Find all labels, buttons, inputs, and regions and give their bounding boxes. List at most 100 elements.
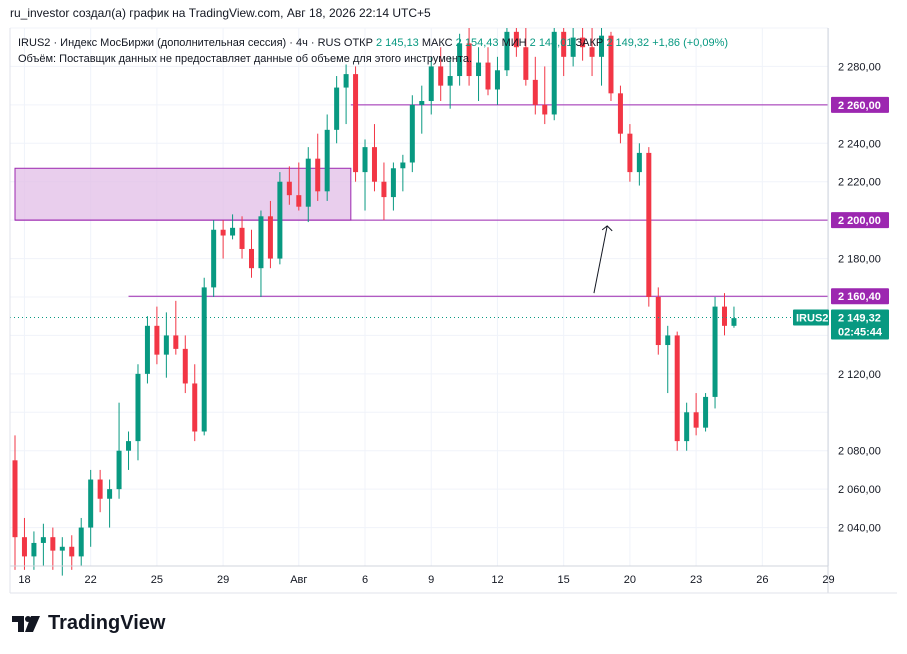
candle-body — [343, 74, 349, 88]
candle-body — [144, 325, 150, 374]
candle — [627, 124, 633, 182]
candle-body — [88, 479, 94, 528]
candle — [21, 517, 27, 570]
price-chart[interactable]: 2 280,00 2 240,00 2 220,00 2 180,00 2 120,00… — [0, 0, 907, 600]
tradingview-logo-text: TradingView — [48, 612, 166, 634]
arrow-head — [601, 225, 613, 232]
y-tick-label: 2 240,00 — [838, 138, 881, 150]
candle — [447, 56, 453, 109]
candle — [655, 287, 661, 355]
candle-body — [409, 104, 415, 163]
candle — [267, 200, 273, 269]
candle — [353, 66, 359, 182]
candle — [343, 64, 349, 125]
candle-body — [599, 35, 605, 57]
candle — [428, 56, 434, 115]
candle-body — [674, 335, 680, 442]
grid — [10, 27, 830, 567]
legend-high-value: 2 154,43 — [455, 37, 499, 49]
candle — [608, 31, 614, 102]
candle — [88, 469, 94, 547]
tradingview-logo-icon — [12, 615, 40, 632]
candle-body — [532, 79, 538, 105]
candle — [400, 154, 406, 192]
candle-body — [97, 479, 103, 499]
candle — [258, 210, 264, 297]
y-tick-label: 2 040,00 — [838, 523, 881, 535]
y-tick-label: 2 120,00 — [838, 369, 881, 381]
candle-body — [277, 181, 283, 259]
candle-body — [334, 87, 340, 130]
x-tick-label: 15 — [558, 574, 570, 586]
y-tick-label: 2 180,00 — [838, 254, 881, 266]
candle-body — [12, 460, 18, 538]
candle — [457, 33, 463, 86]
candles — [12, 28, 737, 576]
candle — [78, 517, 84, 566]
candle-body — [267, 216, 273, 259]
candle-body — [731, 318, 737, 326]
candle-body — [296, 195, 302, 207]
countdown-label: 02:45:44 — [838, 327, 883, 339]
candle-body — [476, 62, 482, 77]
legend-volume-line: Объём: Поставщик данных не предоставляет… — [18, 53, 473, 65]
candle — [286, 166, 292, 205]
candle-body — [371, 147, 377, 182]
candle-body — [116, 450, 122, 490]
candle-body — [580, 37, 586, 48]
candle — [239, 216, 245, 259]
candle — [201, 277, 207, 436]
x-tick-label: 29 — [822, 574, 834, 586]
candle — [580, 28, 586, 61]
candle — [126, 431, 132, 470]
candle — [144, 316, 150, 384]
candle — [476, 47, 482, 102]
x-tick-label: 26 — [756, 574, 768, 586]
candle-body — [485, 62, 491, 90]
level-price-label: 2 200,00 — [838, 215, 881, 227]
chart-attribution: ru_investor создал(а) график на TradingV… — [10, 6, 431, 20]
candle-body — [31, 542, 37, 557]
candle-body — [390, 168, 396, 198]
horizontal-levels[interactable] — [15, 104, 828, 297]
candle — [249, 229, 254, 278]
level-price-tag — [831, 212, 889, 229]
candle — [703, 393, 709, 432]
candle-body — [400, 162, 406, 169]
legend-close-value: 2 149,32 — [606, 37, 650, 49]
x-tick-label: 9 — [428, 574, 434, 586]
zone-rectangle[interactable] — [14, 167, 352, 221]
candle — [712, 297, 718, 409]
candle — [513, 28, 519, 57]
candle — [315, 133, 321, 201]
level-price-tag — [831, 288, 889, 305]
candle — [220, 220, 226, 259]
candle-body — [636, 152, 642, 173]
candle-body — [50, 537, 56, 551]
candle-body — [627, 133, 633, 173]
tradingview-logo[interactable]: TradingView — [12, 612, 165, 635]
candle-body — [182, 348, 188, 384]
symbol-tag-label: IRUS2 — [796, 313, 828, 325]
legend-symbol: IRUS2 · Индекс МосБиржи (дополнительная … — [18, 37, 341, 49]
last-price-label: 2 149,32 — [838, 313, 881, 325]
candle — [381, 162, 387, 221]
candle — [334, 76, 340, 144]
last-price-tag — [831, 309, 889, 340]
legend-high-label: МАКС — [421, 37, 453, 49]
candle — [419, 85, 425, 134]
x-tick-label: 25 — [151, 574, 163, 586]
candle-body — [154, 325, 160, 355]
candle — [684, 402, 690, 451]
candle-body — [646, 152, 652, 297]
candle — [636, 143, 642, 186]
candle-body — [494, 70, 500, 90]
candle-body — [173, 335, 179, 349]
symbol-legend[interactable]: IRUS2 · Индекс МосБиржи (дополнительная … — [18, 35, 728, 67]
candle — [230, 214, 236, 240]
legend-open-label: ОТКР — [343, 37, 373, 49]
candle — [542, 66, 548, 125]
candle — [504, 28, 510, 77]
candle-body — [419, 101, 425, 105]
candle-body — [457, 43, 463, 77]
